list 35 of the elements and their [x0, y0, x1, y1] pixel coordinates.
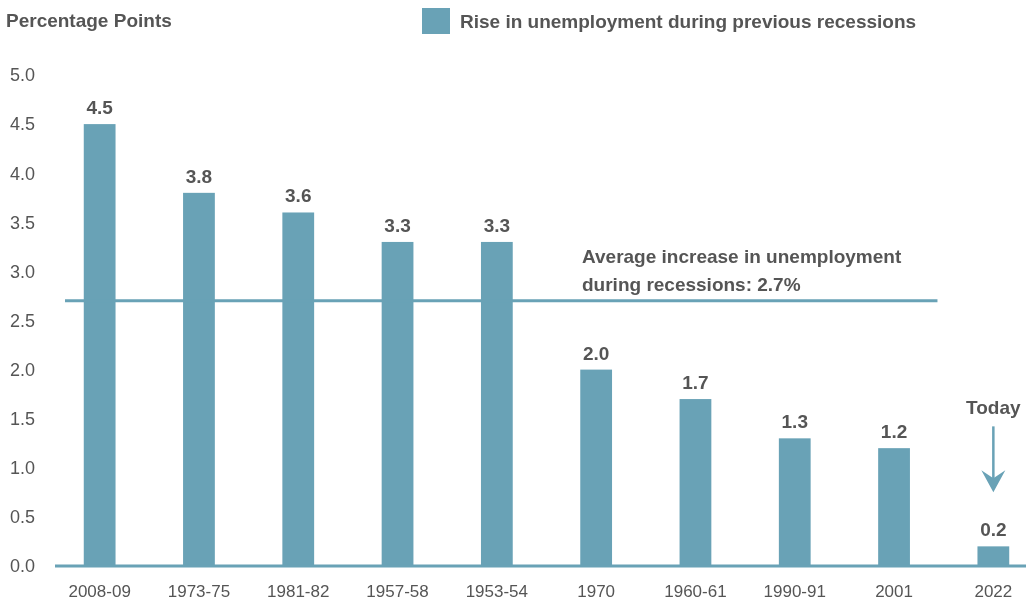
x-tick-label: 2001	[875, 582, 913, 601]
x-tick-label: 2008-09	[68, 582, 131, 601]
x-tick-label: 1957-58	[366, 582, 429, 601]
y-tick-label: 0.5	[10, 507, 36, 528]
data-label: 3.6	[285, 185, 312, 207]
y-tick-label: 0.0	[10, 556, 36, 577]
data-label: 3.8	[185, 165, 213, 187]
data-label: 3.3	[384, 214, 411, 236]
y-tick-label: 4.0	[10, 163, 36, 184]
x-tick-label: 1973-75	[167, 582, 231, 601]
y-tick-label: 1.0	[10, 458, 36, 479]
data-label: 4.5	[86, 97, 114, 119]
y-tick-label: 2.5	[10, 310, 36, 331]
x-tick-label: 2022	[974, 582, 1013, 601]
x-tick-label: 1970	[577, 582, 616, 601]
x-tick-label: 1990-91	[763, 582, 826, 601]
legend-label: Rise in unemployment during previous recessions	[460, 11, 917, 32]
y-tick-label: 1.5	[10, 409, 36, 429]
annotation: Today	[966, 397, 1022, 419]
data-label: 1.7	[682, 372, 709, 394]
y-tick-label: 2.0	[10, 359, 36, 380]
x-tick-label: 1953-54	[465, 582, 529, 601]
y-tick-label: 3.0	[10, 261, 36, 282]
data-label: 3.3	[483, 214, 511, 236]
data-label: 1.2	[880, 421, 908, 443]
y-tick-label: 5.0	[10, 65, 36, 86]
y-tick-label: 4.5	[10, 114, 36, 135]
y-axis-title: Percentage Points	[6, 10, 172, 31]
data-label: 1.3	[781, 411, 808, 433]
x-tick-label: 1981-82	[267, 582, 330, 601]
y-tick-label: 3.5	[10, 212, 36, 233]
data-label: 0.2	[980, 519, 1007, 541]
data-label: 2.0	[582, 342, 610, 364]
ref-line-label: Average increase in unemployment during recessions: 2.7%	[582, 245, 902, 295]
x-tick-label: 1960-61	[664, 582, 727, 601]
